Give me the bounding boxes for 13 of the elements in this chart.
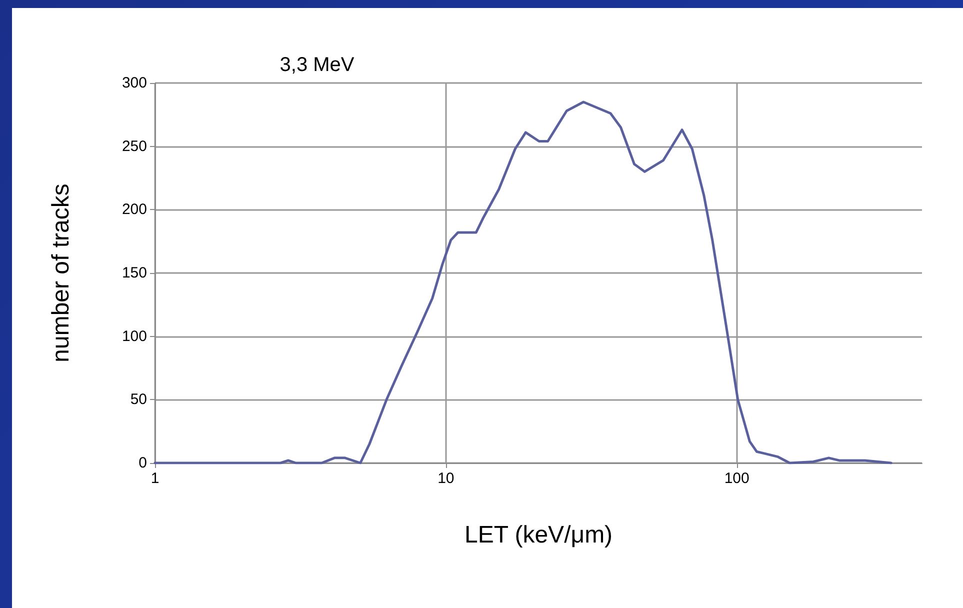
- x-tick-label: 100: [724, 470, 750, 487]
- y-tick-label: 0: [138, 454, 147, 472]
- y-tick-label: 100: [122, 328, 147, 345]
- x-tick-label: 10: [438, 470, 454, 487]
- y-axis-title: number of tracks: [48, 184, 74, 362]
- y-tick-label: 200: [122, 201, 147, 218]
- y-tick-label: 50: [130, 391, 147, 408]
- x-axis-title: LET (keV/μm): [464, 522, 613, 548]
- y-tick-label: 300: [122, 74, 147, 92]
- chart-title: 3,3 MeV: [280, 54, 355, 76]
- y-tick-label: 150: [122, 264, 147, 282]
- x-tick-label: 1: [150, 470, 160, 487]
- y-tick-label: 250: [122, 138, 147, 155]
